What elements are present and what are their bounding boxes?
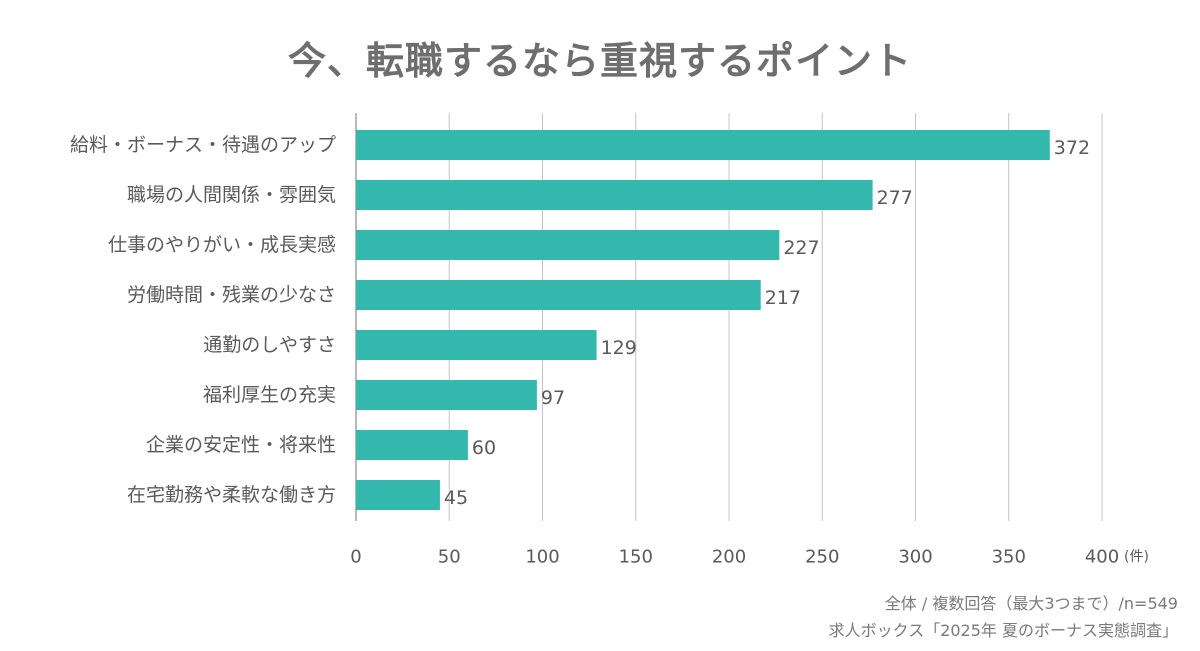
value-label-7: 60 (472, 437, 496, 459)
bar-5 (356, 330, 597, 360)
category-label-5: 通勤のしやすさ (203, 334, 336, 356)
x-tick-label-200: 200 (712, 547, 746, 568)
category-label-2: 職場の人間関係・雰囲気 (127, 184, 336, 206)
x-tick-label-250: 250 (805, 547, 839, 568)
value-label-5: 129 (601, 337, 637, 359)
x-tick-label-100: 100 (525, 547, 559, 568)
bar-8 (356, 480, 440, 510)
chart-footnote-sample: 全体 / 複数回答（最大3つまで）/n=549 (884, 594, 1178, 613)
bar-4 (356, 280, 761, 310)
value-label-2: 277 (877, 187, 913, 209)
x-tick-label-0: 0 (350, 547, 361, 568)
value-label-1: 372 (1054, 137, 1090, 159)
x-axis-unit: (件) (1124, 549, 1149, 565)
value-label-8: 45 (444, 487, 468, 509)
chart-title: 今、転職するなら重視するポイント (287, 39, 912, 83)
category-label-1: 給料・ボーナス・待遇のアップ (70, 134, 336, 156)
x-tick-label-50: 50 (438, 547, 461, 568)
value-label-3: 227 (783, 237, 819, 259)
category-label-7: 企業の安定性・将来性 (146, 434, 336, 456)
value-label-4: 217 (765, 287, 801, 309)
value-label-6: 97 (541, 387, 565, 409)
category-label-8: 在宅勤務や柔軟な働き方 (127, 484, 336, 506)
category-label-3: 仕事のやりがい・成長実感 (108, 234, 336, 256)
bar-7 (356, 430, 468, 460)
chart-footnote-source: 求人ボックス「2025年 夏のボーナス実態調査」 (828, 621, 1178, 640)
category-label-6: 福利厚生の充実 (203, 384, 336, 406)
bar-1 (356, 130, 1050, 160)
x-tick-label-300: 300 (898, 547, 932, 568)
x-tick-label-400: 400 (1085, 547, 1119, 568)
x-tick-label-350: 350 (992, 547, 1026, 568)
category-label-4: 労働時間・残業の少なさ (127, 284, 336, 306)
bar-3 (356, 230, 780, 260)
x-tick-label-150: 150 (619, 547, 653, 568)
bar-6 (356, 380, 537, 410)
bar-2 (356, 180, 873, 210)
